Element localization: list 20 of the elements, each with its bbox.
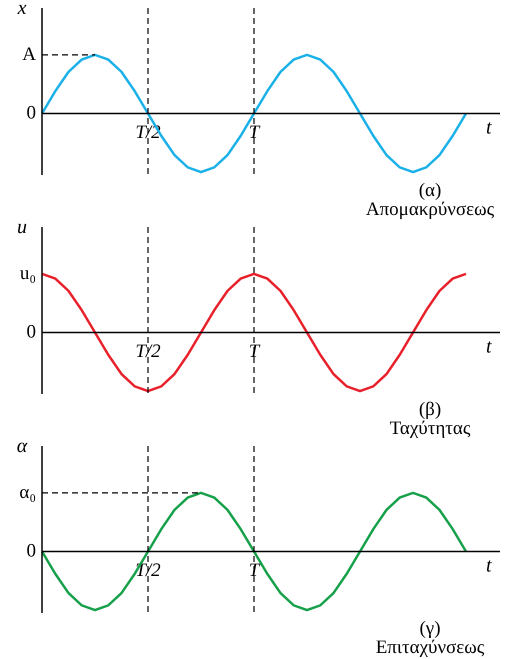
text: Απομακρύνσεως: [364, 199, 496, 220]
annotation: α₀: [19, 482, 36, 503]
text: Επιταχύνσεως: [374, 637, 486, 658]
x-tick-label: T/2: [135, 560, 162, 581]
text: (γ): [418, 618, 442, 639]
annotation: 0: [26, 321, 36, 342]
x-tick-label: T/2: [135, 340, 162, 362]
x-axis-title: t: [486, 554, 492, 576]
text: Ταχύτητας: [388, 418, 472, 439]
annotation: A: [22, 44, 36, 65]
x-axis-title: t: [486, 335, 492, 358]
annotation: 0: [26, 102, 36, 124]
annotation: u₀: [20, 262, 36, 284]
text: (β): [418, 399, 442, 420]
y-axis-title: u: [17, 216, 27, 238]
text: (α): [418, 180, 442, 201]
x-axis-title: t: [486, 116, 492, 138]
y-axis-title: α: [16, 435, 28, 457]
annotation: 0: [26, 540, 36, 562]
y-axis-title: x: [16, 0, 27, 19]
